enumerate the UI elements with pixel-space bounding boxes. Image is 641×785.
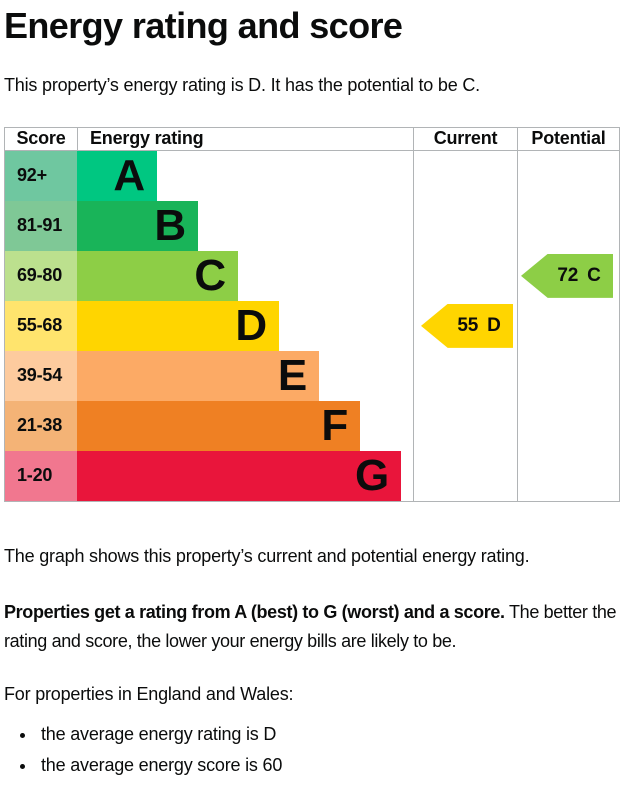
- potential-score-value: 72: [557, 264, 579, 286]
- epc-page-section: Energy rating and score This property’s …: [4, 0, 624, 778]
- score-range-f: 21-38: [5, 400, 77, 451]
- column-header-energy-rating: Energy rating: [77, 127, 413, 150]
- energy-rating-chart: Score Energy rating Current Potential 92…: [4, 126, 620, 502]
- current-column-divider: [413, 150, 414, 501]
- band-bar-g: G: [77, 450, 401, 501]
- column-header-score: Score: [16, 128, 66, 149]
- band-row-a: 92+ A: [5, 150, 619, 201]
- chart-header-row: Score Energy rating Current Potential: [5, 127, 619, 151]
- score-range-a: 92+: [5, 150, 77, 201]
- score-range-c: 69-80: [5, 250, 77, 301]
- page-title: Energy rating and score: [4, 5, 403, 46]
- band-row-c: 69-80 C: [5, 250, 619, 301]
- average-stats-list: the average energy rating is D the avera…: [4, 722, 624, 778]
- band-row-b: 81-91 B: [5, 200, 619, 251]
- chart-body: 92+ A 81-91 B 69-80 C 55-68 D 39-54 E 21-38 F 1-20 G 5…: [5, 150, 619, 501]
- column-header-potential: Potential: [517, 127, 619, 150]
- intro-text: This property’s energy rating is D. It h…: [4, 74, 480, 95]
- potential-rating-letter: C: [587, 264, 601, 286]
- band-bar-b: B: [77, 200, 198, 251]
- band-row-f: 21-38 F: [5, 400, 619, 451]
- band-row-g: 1-20 G: [5, 450, 619, 501]
- potential-column-divider: [517, 150, 518, 501]
- band-bar-c: C: [77, 250, 238, 301]
- rating-explanation-bold: Properties get a rating from A (best) to…: [4, 602, 505, 623]
- list-item-average-score: the average energy score is 60: [37, 753, 624, 777]
- current-rating-letter: D: [487, 314, 501, 336]
- region-heading: For properties in England and Wales:: [4, 683, 294, 704]
- column-header-current: Current: [413, 127, 517, 150]
- band-bar-d: D: [77, 300, 279, 351]
- rating-explanation: Properties get a rating from A (best) to…: [4, 598, 624, 656]
- current-score-value: 55: [457, 314, 479, 336]
- band-bar-e: E: [77, 350, 319, 401]
- score-range-e: 39-54: [5, 350, 77, 401]
- score-range-b: 81-91: [5, 200, 77, 251]
- band-row-d: 55-68 D: [5, 300, 619, 351]
- band-row-e: 39-54 E: [5, 350, 619, 401]
- band-bar-a: A: [77, 150, 157, 201]
- score-range-d: 55-68: [5, 300, 77, 351]
- graph-caption: The graph shows this property’s current …: [4, 545, 530, 566]
- band-bar-f: F: [77, 400, 360, 451]
- list-item-average-rating: the average energy rating is D: [37, 722, 624, 746]
- rating-explanation-rest: The better the rating and score, the low…: [4, 602, 617, 651]
- score-range-g: 1-20: [5, 450, 77, 501]
